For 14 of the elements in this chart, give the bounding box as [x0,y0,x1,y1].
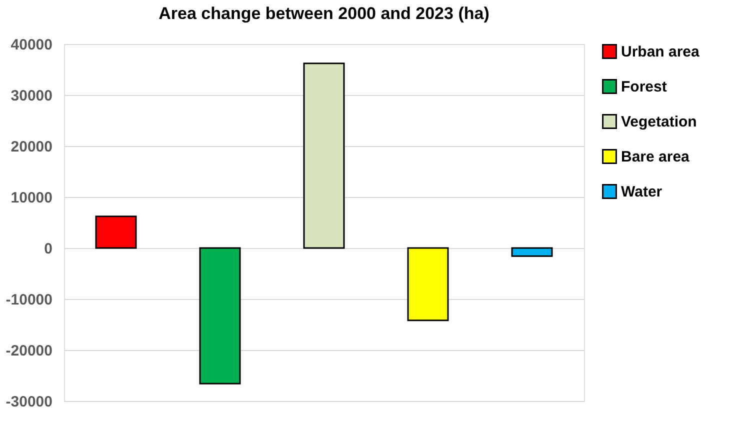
y-tick-label: -10000 [6,292,52,308]
y-tick-label: -30000 [6,394,52,410]
legend-label: Forest [621,78,667,96]
chart-title: Area change between 2000 and 2023 (ha) [158,4,490,23]
y-tick-label: 10000 [10,190,52,206]
y-tick-label: 20000 [10,138,52,156]
legend-label: Vegetation [621,114,697,130]
y-tick-label: 40000 [10,36,52,54]
legend-label: Bare area [621,148,690,166]
legend-label: Water [621,184,662,200]
y-tick-label: 0 [44,240,52,258]
legend-label: Urban area [621,44,700,60]
y-tick-label: 30000 [10,88,52,104]
y-tick-label: -20000 [6,342,52,360]
